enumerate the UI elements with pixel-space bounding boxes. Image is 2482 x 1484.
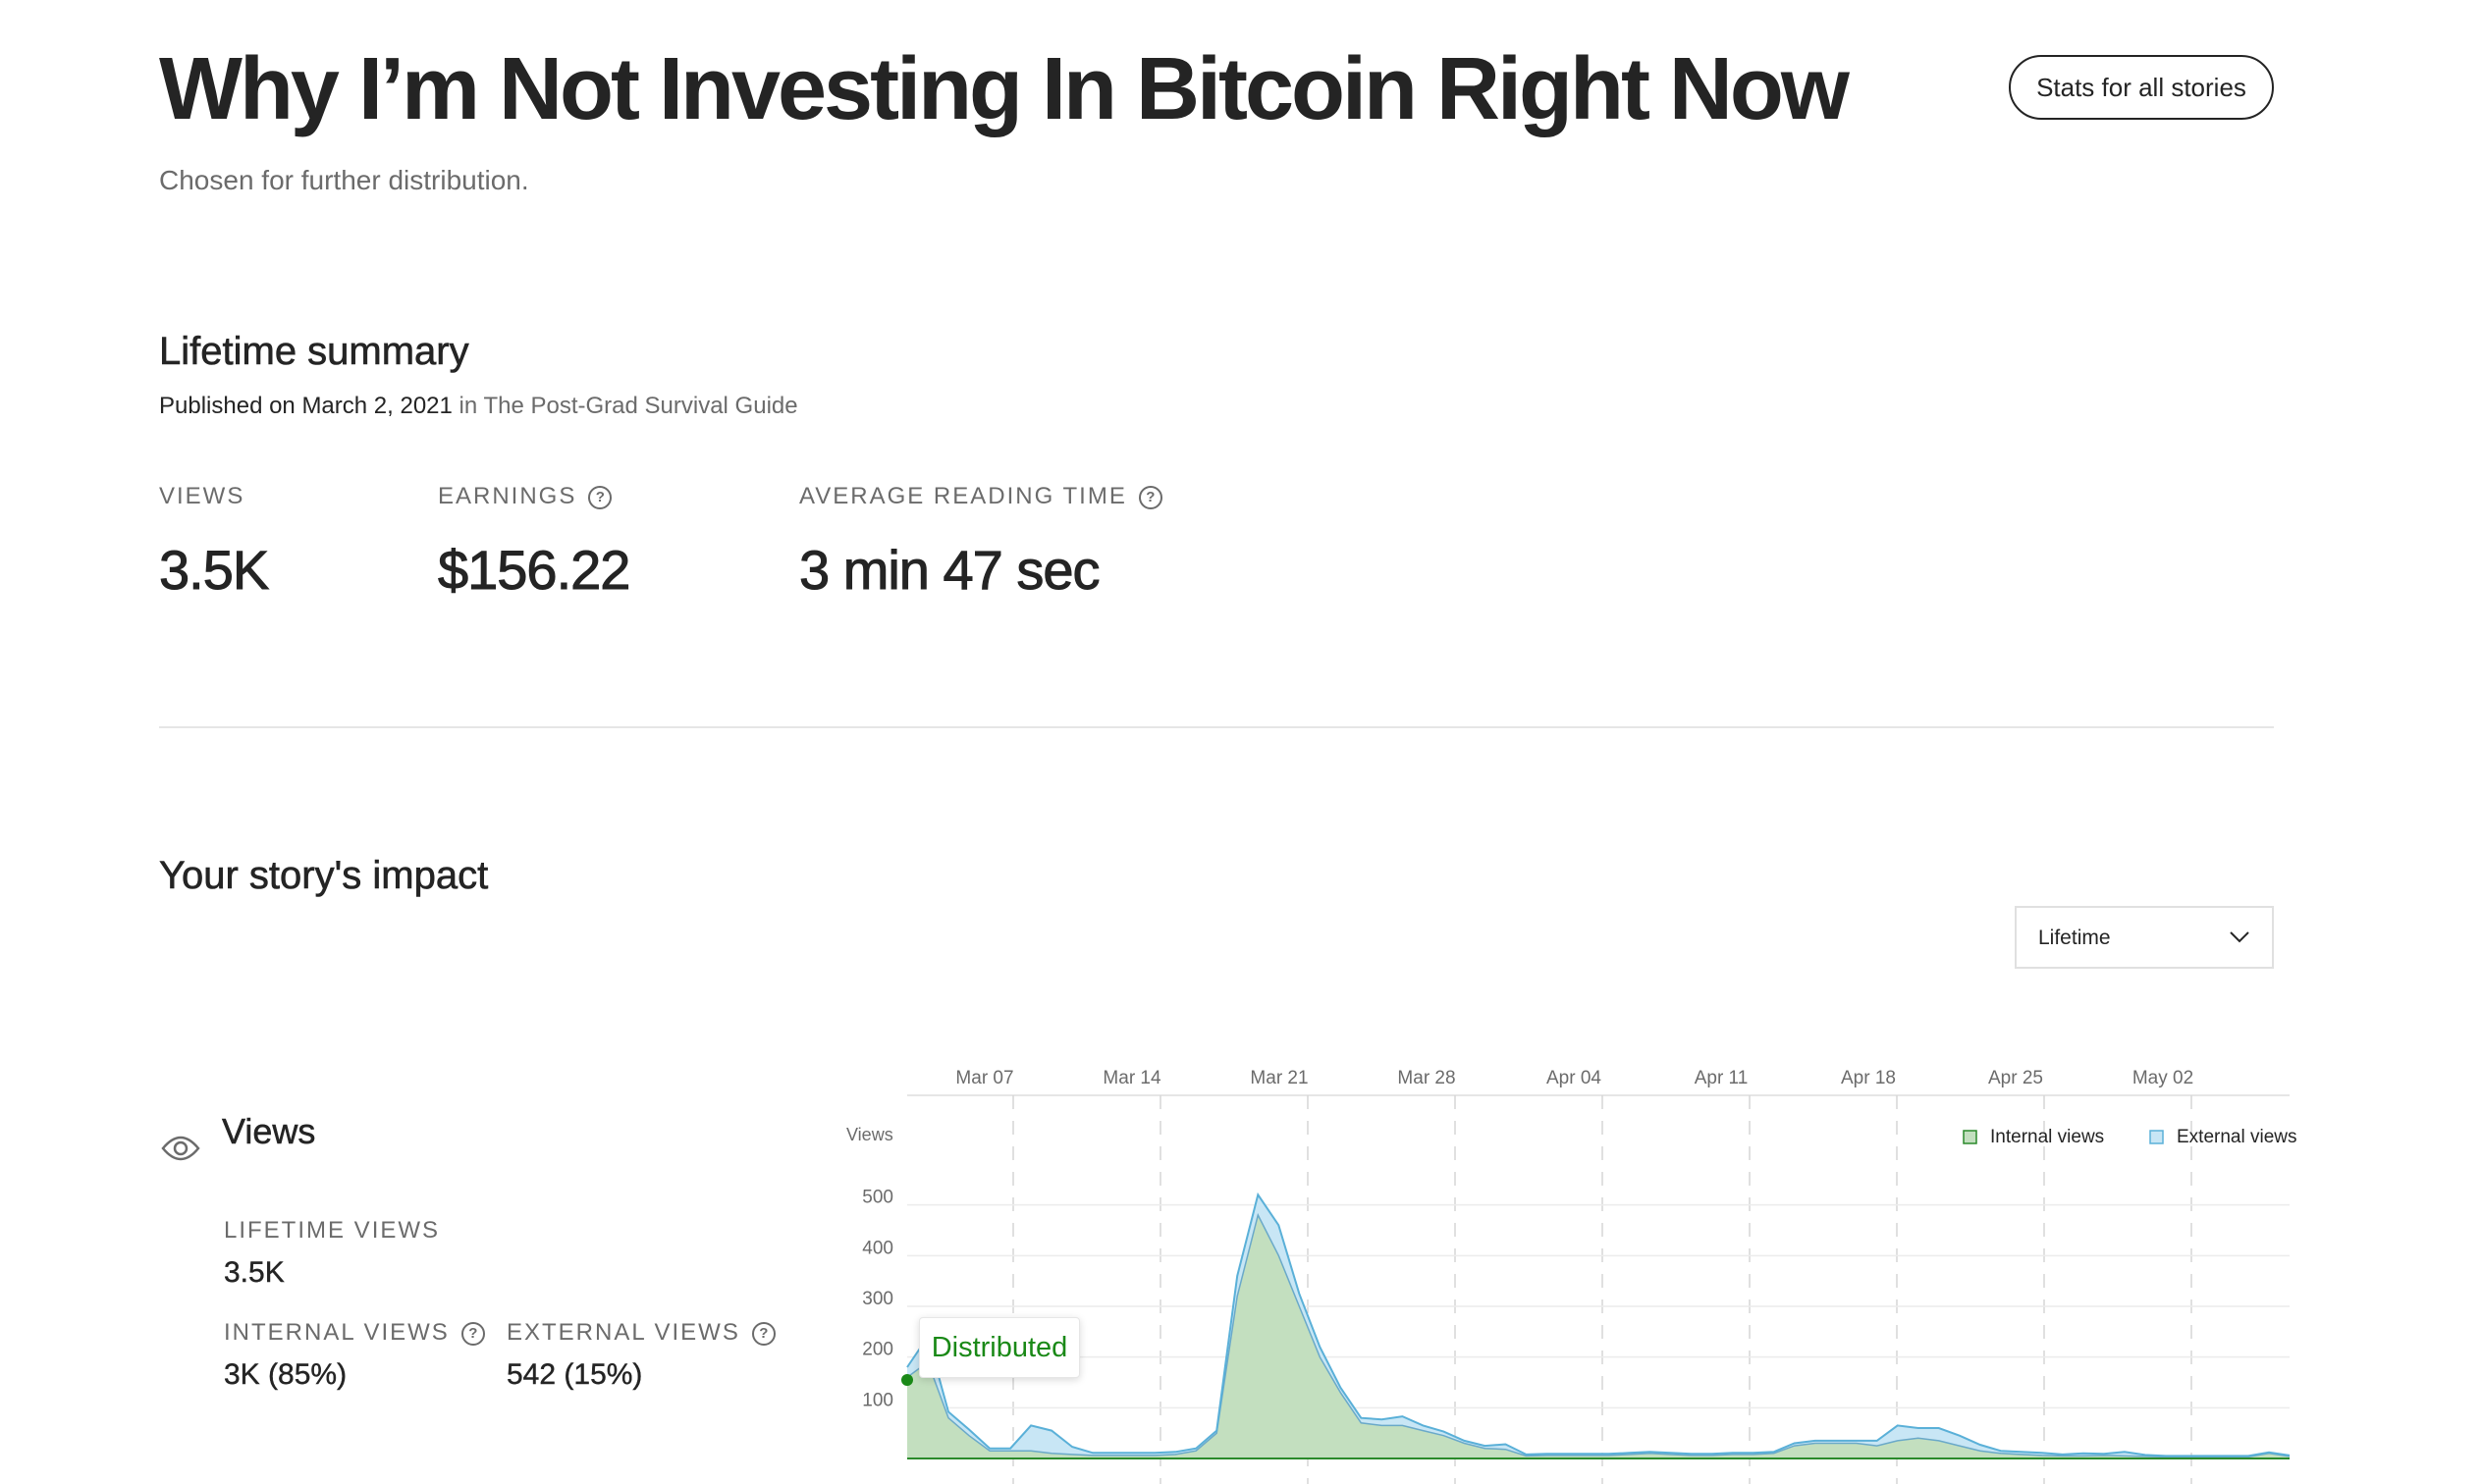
earnings-metric-label: EARNINGS? <box>438 483 613 510</box>
impact-heading: Your story's impact <box>159 854 489 898</box>
y-tick-label: 300 <box>862 1289 893 1309</box>
help-icon[interactable]: ? <box>1138 485 1162 509</box>
x-tick-label: Mar 28 <box>1397 1068 1455 1088</box>
x-tick-label: Mar 07 <box>955 1068 1013 1088</box>
publication-name: in The Post-Grad Survival Guide <box>452 393 798 419</box>
published-date: Published on March 2, 2021 <box>159 393 453 419</box>
legend-internal-label: Internal views <box>1990 1127 2104 1147</box>
time-range-value: Lifetime <box>2038 927 2111 949</box>
legend-internal-swatch <box>1963 1130 1977 1144</box>
x-tick-label: Apr 25 <box>1988 1068 2043 1088</box>
distribution-status: Chosen for further distribution. <box>159 165 529 195</box>
help-icon[interactable]: ? <box>588 485 613 509</box>
x-tick-label: Apr 18 <box>1841 1068 1896 1088</box>
page-title: Why I’m Not Investing In Bitcoin Right N… <box>159 40 1850 138</box>
earnings-metric-value: $156.22 <box>437 539 630 602</box>
internal-views-line <box>906 1212 2291 1458</box>
lifetime-views-value: 3.5K <box>224 1256 285 1289</box>
external-views-line <box>906 1192 2291 1458</box>
views-metric-value: 3.5K <box>158 539 269 602</box>
distributed-tooltip: Distributed <box>919 1317 1080 1378</box>
y-tick-label: 200 <box>862 1340 893 1360</box>
time-range-dropdown[interactable]: Lifetime <box>2015 906 2274 969</box>
x-tick-label: May 02 <box>2132 1068 2193 1088</box>
x-tick-label: Mar 21 <box>1250 1068 1308 1088</box>
earnings-label-text: EARNINGS <box>438 483 577 509</box>
views-heading: Views <box>222 1111 316 1152</box>
stats-for-all-stories-button[interactable]: Stats for all stories <box>2009 55 2274 120</box>
x-tick-label: Apr 11 <box>1695 1068 1749 1088</box>
legend-external-swatch <box>2149 1130 2164 1144</box>
help-icon[interactable]: ? <box>751 1321 776 1346</box>
external-views-label-text: EXTERNAL VIEWS <box>507 1319 740 1346</box>
lifetime-summary-heading: Lifetime summary <box>159 330 469 374</box>
views-metric-label: VIEWS <box>159 483 245 509</box>
external-views-value: 542 (15%) <box>507 1358 643 1391</box>
y-axis-label: Views <box>846 1125 893 1144</box>
chevron-down-icon <box>2230 931 2249 943</box>
y-tick-label: 400 <box>862 1238 893 1258</box>
internal-views-area <box>907 1215 2290 1458</box>
internal-views-label: INTERNAL VIEWS? <box>224 1319 485 1347</box>
internal-views-label-text: INTERNAL VIEWS <box>224 1319 450 1346</box>
distributed-marker <box>901 1374 913 1386</box>
published-info: Published on March 2, 2021 in The Post-G… <box>159 393 798 420</box>
x-tick-label: Mar 14 <box>1103 1068 1161 1088</box>
reading-time-metric-value: 3 min 47 sec <box>799 539 1101 602</box>
y-tick-label: 100 <box>862 1390 893 1410</box>
reading-time-metric-label: AVERAGE READING TIME? <box>799 483 1162 510</box>
external-views-label: EXTERNAL VIEWS? <box>507 1319 776 1347</box>
internal-views-value: 3K (85%) <box>224 1358 348 1391</box>
eye-icon <box>161 1136 200 1161</box>
legend-external-label: External views <box>2177 1127 2297 1147</box>
lifetime-views-label: LIFETIME VIEWS <box>224 1217 441 1244</box>
reading-time-label-text: AVERAGE READING TIME <box>799 483 1127 509</box>
external-views-area <box>907 1194 2290 1458</box>
section-divider <box>159 726 2274 728</box>
x-tick-label: Apr 04 <box>1546 1068 1601 1088</box>
y-tick-label: 500 <box>862 1188 893 1208</box>
views-chart: Mar 07 Mar 14 Mar 21 Mar 28 Apr 04 Apr 11 Apr … <box>846 1068 2297 1484</box>
help-icon[interactable]: ? <box>460 1321 485 1346</box>
